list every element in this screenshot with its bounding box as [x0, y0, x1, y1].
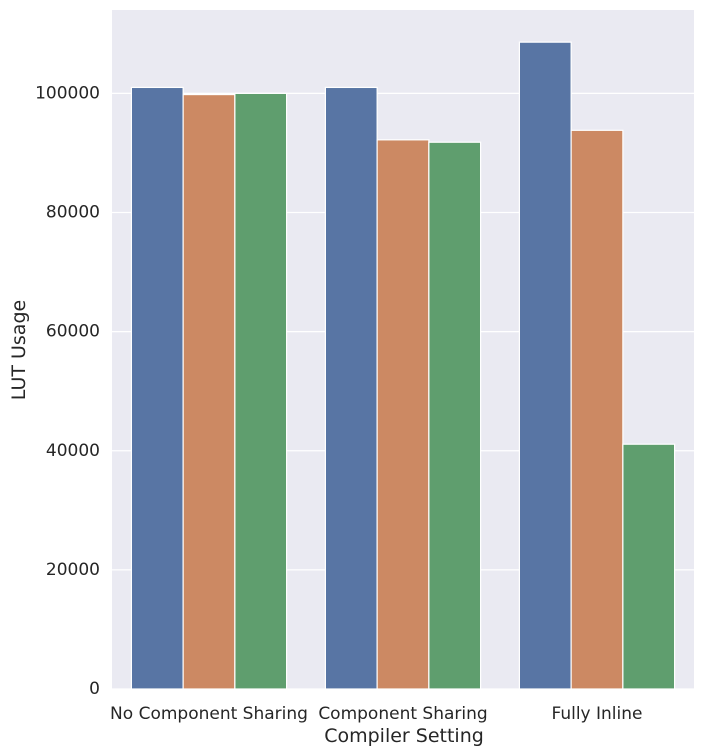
y-tick-label: 0: [89, 679, 100, 699]
x-tick-labels: No Component Sharing Component Sharing Ful…: [110, 704, 642, 724]
y-tick-labels: 0 20000 40000 60000 80000 100000: [35, 83, 100, 699]
x-tick-label: Component Sharing: [318, 704, 487, 724]
bar: [622, 443, 676, 690]
y-tick-label: 20000: [46, 560, 100, 580]
bar: [376, 139, 430, 690]
bars: [130, 41, 676, 690]
x-tick-label: Fully Inline: [551, 704, 642, 724]
y-tick-label: 40000: [46, 441, 100, 461]
bar: [324, 86, 378, 690]
bar: [570, 129, 624, 690]
x-axis-label: Compiler Setting: [324, 725, 484, 747]
y-tick-label: 80000: [46, 203, 100, 223]
y-tick-label: 100000: [35, 83, 100, 103]
bar: [130, 86, 184, 690]
y-axis-label: LUT Usage: [8, 300, 30, 400]
x-tick-label: No Component Sharing: [110, 704, 308, 724]
y-tick-label: 60000: [46, 322, 100, 342]
bar: [518, 41, 572, 690]
bar: [182, 93, 236, 690]
bar: [428, 141, 482, 690]
bar: [234, 92, 288, 690]
